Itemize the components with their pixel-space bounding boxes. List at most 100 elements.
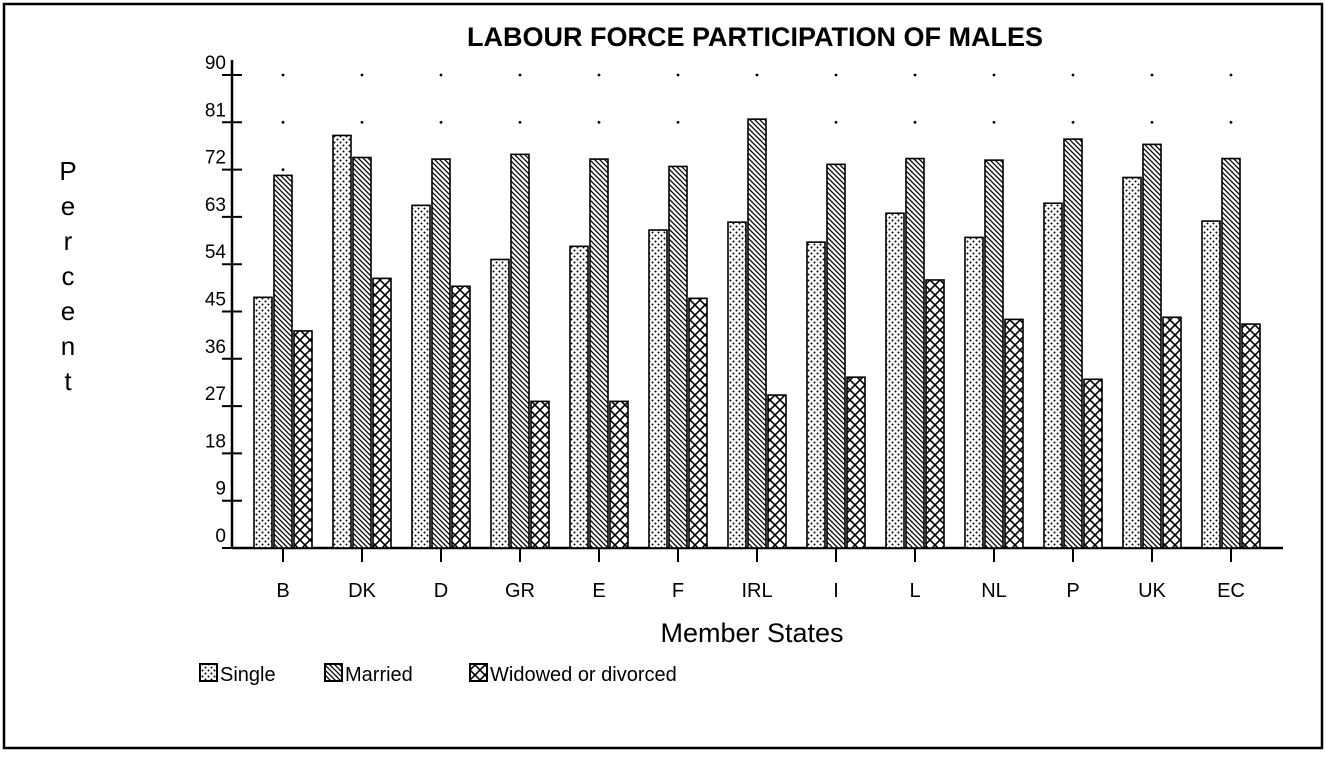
grid-dot: [834, 120, 838, 124]
grid-dot: [597, 73, 601, 77]
y-tick-label: 81: [205, 100, 226, 121]
bar: [273, 174, 293, 549]
y-tick-label: 36: [205, 337, 226, 358]
grid-dot: [834, 73, 838, 77]
bar: [451, 285, 471, 549]
grid-dot: [1150, 73, 1154, 77]
bar: [332, 134, 352, 549]
bar: [293, 330, 313, 549]
x-tick-label: UK: [1138, 580, 1166, 602]
grid-dot: [913, 73, 917, 77]
y-tick-label: 72: [205, 148, 226, 169]
bar: [510, 153, 530, 549]
grid-dot: [676, 120, 680, 124]
x-tick-label: B: [276, 580, 289, 602]
bar: [806, 241, 826, 549]
bar: [411, 204, 431, 549]
bar: [372, 277, 392, 549]
grid-dot: [992, 120, 996, 124]
legend-label: Married: [345, 664, 413, 686]
legend-label: Single: [220, 664, 276, 686]
grid-dot: [1071, 120, 1075, 124]
grid-dot: [281, 168, 285, 172]
grid-dot: [597, 120, 601, 124]
bar: [727, 221, 747, 549]
bar: [1063, 138, 1083, 549]
bar: [352, 156, 372, 549]
x-tick-label: F: [672, 580, 684, 602]
grid-dot: [360, 120, 364, 124]
bar: [1201, 220, 1221, 549]
x-tick-label: EC: [1217, 580, 1245, 602]
bar: [984, 159, 1004, 549]
grid-dot: [1071, 73, 1075, 77]
bar: [589, 158, 609, 549]
y-tick-label: 45: [205, 290, 226, 311]
grid-dot: [360, 73, 364, 77]
grid-dot: [281, 73, 285, 77]
x-tick-label: IRL: [741, 580, 772, 602]
x-tick-label: P: [1066, 580, 1079, 602]
grid-dot: [518, 73, 522, 77]
grid-dot: [1229, 73, 1233, 77]
bar: [1162, 316, 1182, 549]
x-tick-label: L: [909, 580, 920, 602]
bar: [609, 400, 629, 549]
bar: [925, 279, 945, 549]
grid-dot: [913, 120, 917, 124]
x-axis-label: Member States: [660, 618, 843, 648]
x-tick-label: D: [434, 580, 448, 602]
x-tick-label: I: [833, 580, 839, 602]
bar: [747, 118, 767, 549]
bar: [964, 236, 984, 549]
bar: [846, 376, 866, 549]
legend-label: Widowed or divorced: [490, 664, 677, 686]
chart-title: LABOUR FORCE PARTICIPATION OF MALES: [467, 22, 1043, 52]
grid-dot: [1150, 120, 1154, 124]
bar: [431, 158, 451, 549]
y-tick-label: 54: [205, 242, 227, 263]
bar: [1083, 378, 1103, 549]
y-tick-label: 90: [205, 53, 226, 74]
grid-dot: [439, 73, 443, 77]
x-tick-label: E: [592, 580, 605, 602]
legend-swatch: [199, 663, 218, 682]
grid-dot: [676, 73, 680, 77]
bar: [1142, 143, 1162, 549]
frame: [2, 2, 1324, 750]
legend-swatch: [324, 663, 343, 682]
bar: [490, 258, 510, 549]
bar: [1241, 323, 1261, 549]
bar: [1004, 318, 1024, 549]
bar: [767, 394, 787, 549]
y-tick-label: 63: [205, 195, 226, 216]
grid-dot: [281, 120, 285, 124]
bar: [1122, 176, 1142, 549]
bar: [530, 400, 550, 549]
bar: [253, 296, 273, 549]
grid-dot: [755, 73, 759, 77]
y-tick-label: 9: [215, 479, 226, 500]
y-tick-label: 27: [205, 384, 226, 405]
bar: [688, 297, 708, 549]
legend-swatch: [469, 663, 488, 682]
x-tick-label: GR: [505, 580, 535, 602]
bar: [569, 245, 589, 549]
x-tick-label: NL: [981, 580, 1007, 602]
bar: [1221, 157, 1241, 549]
grid-dot: [439, 120, 443, 124]
bar: [826, 163, 846, 549]
y-tick-label: 18: [205, 431, 226, 452]
y-tick-label: 0: [215, 526, 226, 547]
bar: [1043, 202, 1063, 549]
bar: [885, 212, 905, 549]
bar: [905, 157, 925, 549]
grid-dot: [1229, 120, 1233, 124]
bar: [668, 165, 688, 549]
x-tick-label: DK: [348, 580, 376, 602]
bar: [648, 229, 668, 549]
grid-dot: [518, 120, 522, 124]
